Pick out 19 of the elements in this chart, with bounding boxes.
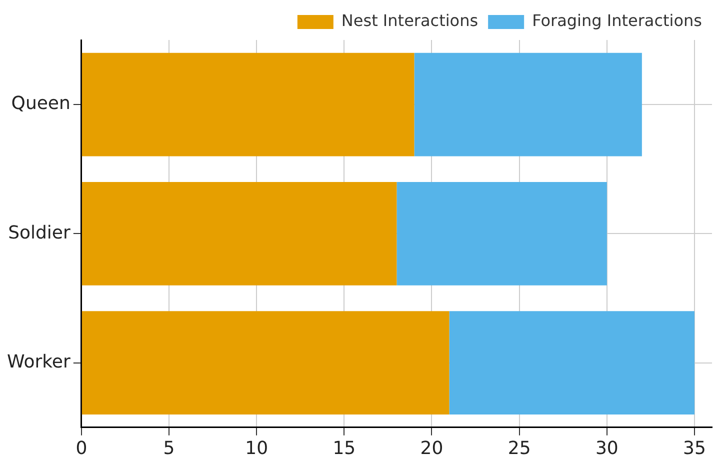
x-tick-label: 35	[683, 438, 706, 459]
bar	[414, 52, 642, 156]
bar	[396, 182, 607, 286]
y-tick-label: Worker	[6, 352, 72, 373]
legend-label: Foraging Interactions	[532, 11, 702, 30]
bar	[82, 311, 450, 414]
bar	[82, 182, 397, 286]
x-tick-label: 0	[76, 438, 88, 459]
x-tick-label: 30	[595, 438, 618, 459]
bar	[449, 311, 694, 414]
x-tick-label: 15	[332, 438, 356, 459]
y-tick-label: Queen	[11, 93, 70, 114]
legend-label: Nest Interactions	[341, 11, 478, 30]
y-tick-label: Soldier	[8, 222, 72, 244]
x-tick-label: 25	[508, 438, 531, 459]
x-tick-label: 20	[420, 438, 444, 459]
x-tick-label: 5	[163, 438, 175, 459]
bar	[82, 52, 414, 156]
x-tick-label: 10	[245, 438, 268, 459]
